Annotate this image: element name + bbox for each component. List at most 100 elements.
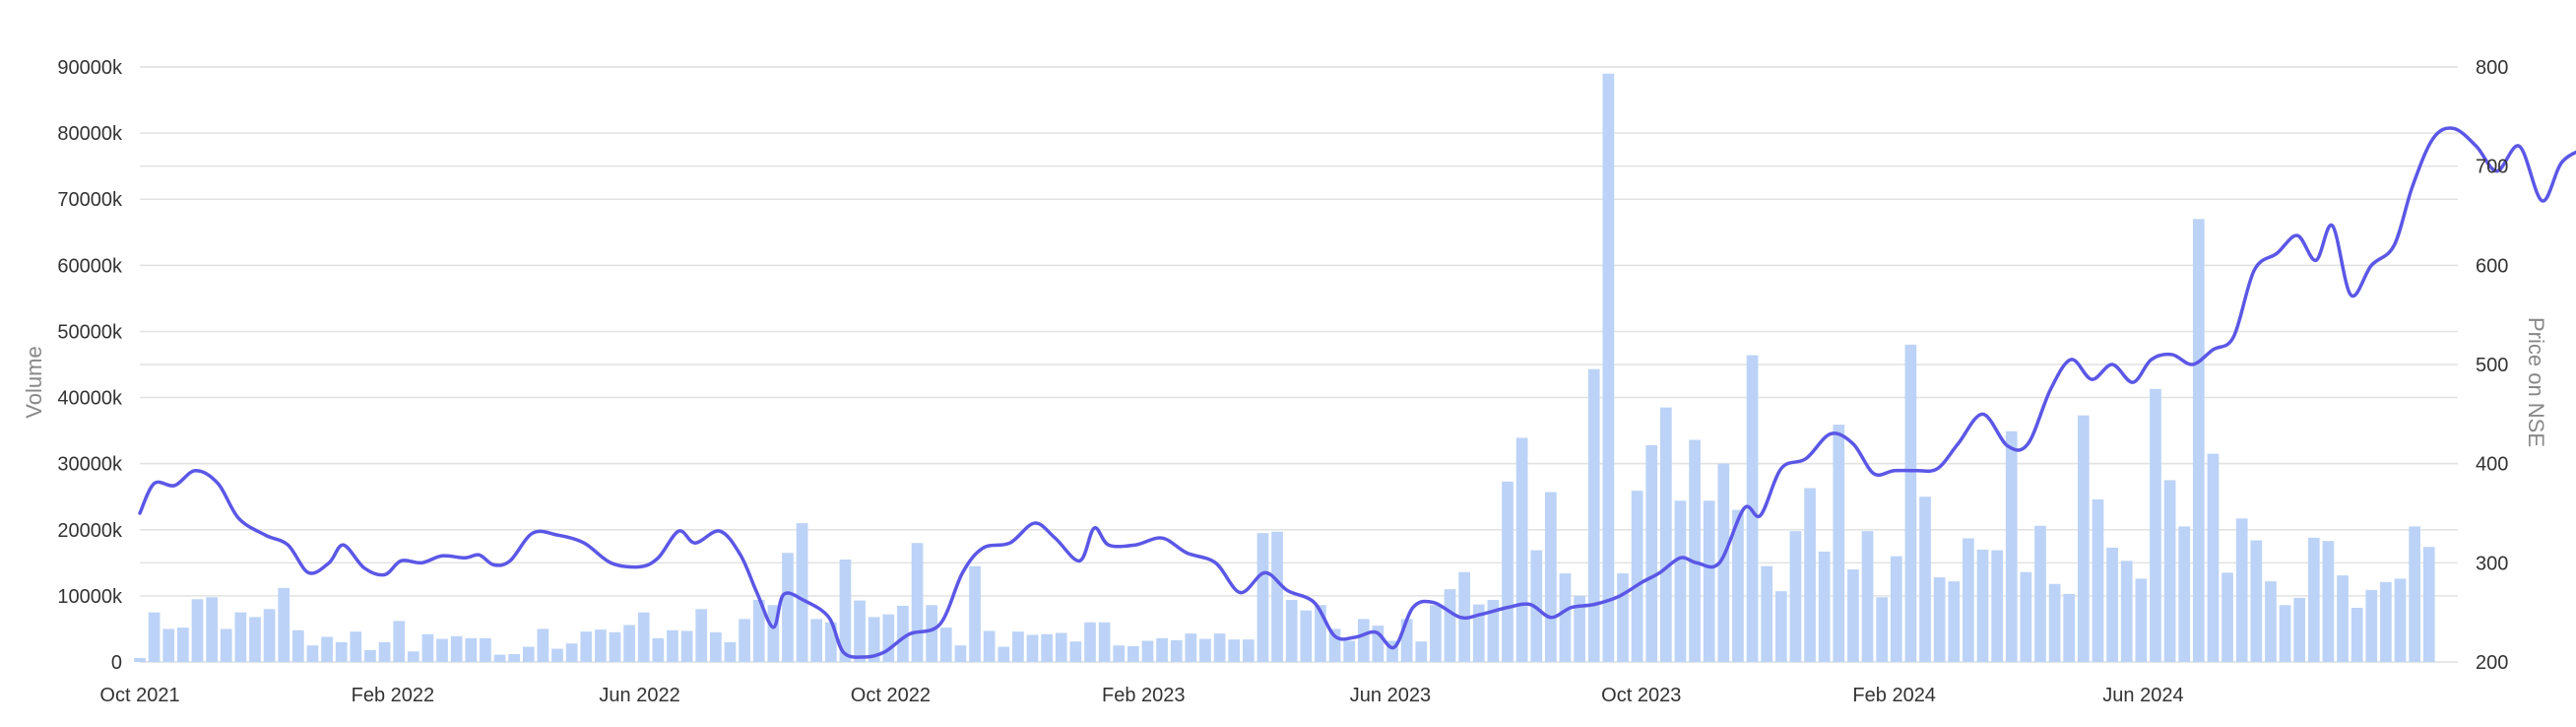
volume-bar (1156, 637, 1168, 662)
right-tick-label: 200 (2476, 652, 2508, 674)
volume-bar (2150, 388, 2161, 662)
volume-bar (1774, 591, 1787, 662)
volume-bar (767, 605, 780, 662)
volume-bar (1113, 645, 1126, 662)
volume-bar (2063, 593, 2076, 662)
volume-bar (407, 651, 419, 662)
volume-bar (739, 619, 750, 662)
volume-bar (2048, 583, 2061, 662)
volume-bar (637, 612, 650, 662)
volume-bar (1963, 538, 1974, 662)
volume-bar (782, 553, 794, 662)
volume-bar (1400, 619, 1413, 662)
volume-bar (278, 587, 290, 662)
volume-bar (2222, 572, 2233, 662)
volume-bar (508, 653, 520, 662)
volume-bar (2279, 605, 2291, 662)
volume-bar (2020, 571, 2032, 662)
left-tick-label: 20000k (57, 520, 123, 542)
volume-bar (234, 612, 247, 662)
x-tick-label: Oct 2022 (851, 685, 931, 706)
volume-bar (1631, 491, 1643, 662)
volume-bar (1415, 641, 1428, 662)
volume-bar (162, 628, 175, 662)
volume-bar (2078, 415, 2090, 662)
right-tick-label: 700 (2476, 157, 2508, 178)
left-tick-label: 60000k (57, 255, 123, 277)
volume-bar (1717, 463, 1730, 662)
volume-bar (1055, 632, 1067, 662)
volume-bar (1026, 634, 1039, 662)
volume-bar (1084, 622, 1096, 662)
volume-bar (882, 614, 895, 662)
x-tick-label: Feb 2022 (352, 685, 435, 706)
right-tick-label: 400 (2476, 454, 2508, 476)
volume-bar (2192, 219, 2205, 663)
volume-bar (854, 600, 866, 662)
left-tick-label: 80000k (57, 123, 123, 145)
volume-bar (2005, 430, 2018, 662)
left-axis-title: Volume (22, 346, 46, 418)
volume-bar (609, 631, 621, 662)
volume-bar (1472, 604, 1485, 662)
volume-bar (421, 633, 434, 662)
volume-bar (1213, 633, 1226, 662)
volume-bar (1069, 641, 1082, 662)
volume-bar (1545, 492, 1557, 662)
volume-bar (652, 637, 665, 662)
volume-bar (2380, 581, 2392, 662)
volume-bar (191, 599, 204, 662)
volume-bar (1948, 581, 1961, 662)
volume-bar (1271, 531, 1283, 662)
volume-bar (1645, 444, 1658, 662)
volume-bar (2337, 575, 2349, 662)
volume-bar (983, 630, 996, 662)
left-tick-label: 50000k (57, 321, 123, 343)
right-tick-label: 800 (2476, 57, 2508, 79)
volume-bar (1141, 640, 1154, 662)
volume-bar (2092, 498, 2104, 662)
volume-bar (1444, 589, 1456, 662)
volume-bar (1199, 638, 1211, 662)
volume-bar (2235, 518, 2248, 662)
x-tick-label: Feb 2023 (1102, 685, 1186, 706)
volume-bar (450, 635, 463, 662)
volume-bar (2163, 480, 2176, 662)
volume-bar (436, 638, 448, 662)
volume-bar (2120, 561, 2133, 662)
volume-bar (1833, 425, 1845, 662)
volume-bar (2106, 547, 2118, 662)
volume-bar (1386, 640, 1398, 662)
volume-bar (667, 629, 678, 662)
right-tick-label: 600 (2476, 255, 2508, 277)
volume-bar (249, 617, 261, 662)
volume-bar (2265, 581, 2277, 662)
volume-bar (1919, 496, 1931, 662)
volume-bar (752, 599, 765, 662)
volume-bar (2422, 547, 2435, 662)
volume-bar (1300, 610, 1313, 662)
volume-bar (623, 625, 635, 662)
volume-bar (263, 609, 276, 662)
volume-bar (206, 597, 218, 662)
volume-bar (2394, 578, 2407, 662)
volume-bar (1674, 500, 1687, 662)
volume-bar (1256, 533, 1269, 662)
x-tick-label: Oct 2023 (1601, 685, 1681, 706)
volume-bar (1876, 597, 1889, 662)
volume-bar (1127, 645, 1139, 662)
volume-bar (2409, 526, 2420, 662)
volume-bar (480, 637, 491, 662)
volume-bar (134, 657, 146, 662)
volume-bar (364, 649, 376, 662)
volume-bar (1285, 599, 1298, 662)
x-tick-label: Feb 2024 (1852, 685, 1936, 706)
volume-bar (1559, 573, 1572, 662)
volume-bar (580, 631, 593, 662)
volume-bar (1602, 73, 1615, 662)
volume-bar (2178, 526, 2191, 662)
volume-bar (724, 641, 737, 662)
volume-bar (2207, 453, 2220, 662)
